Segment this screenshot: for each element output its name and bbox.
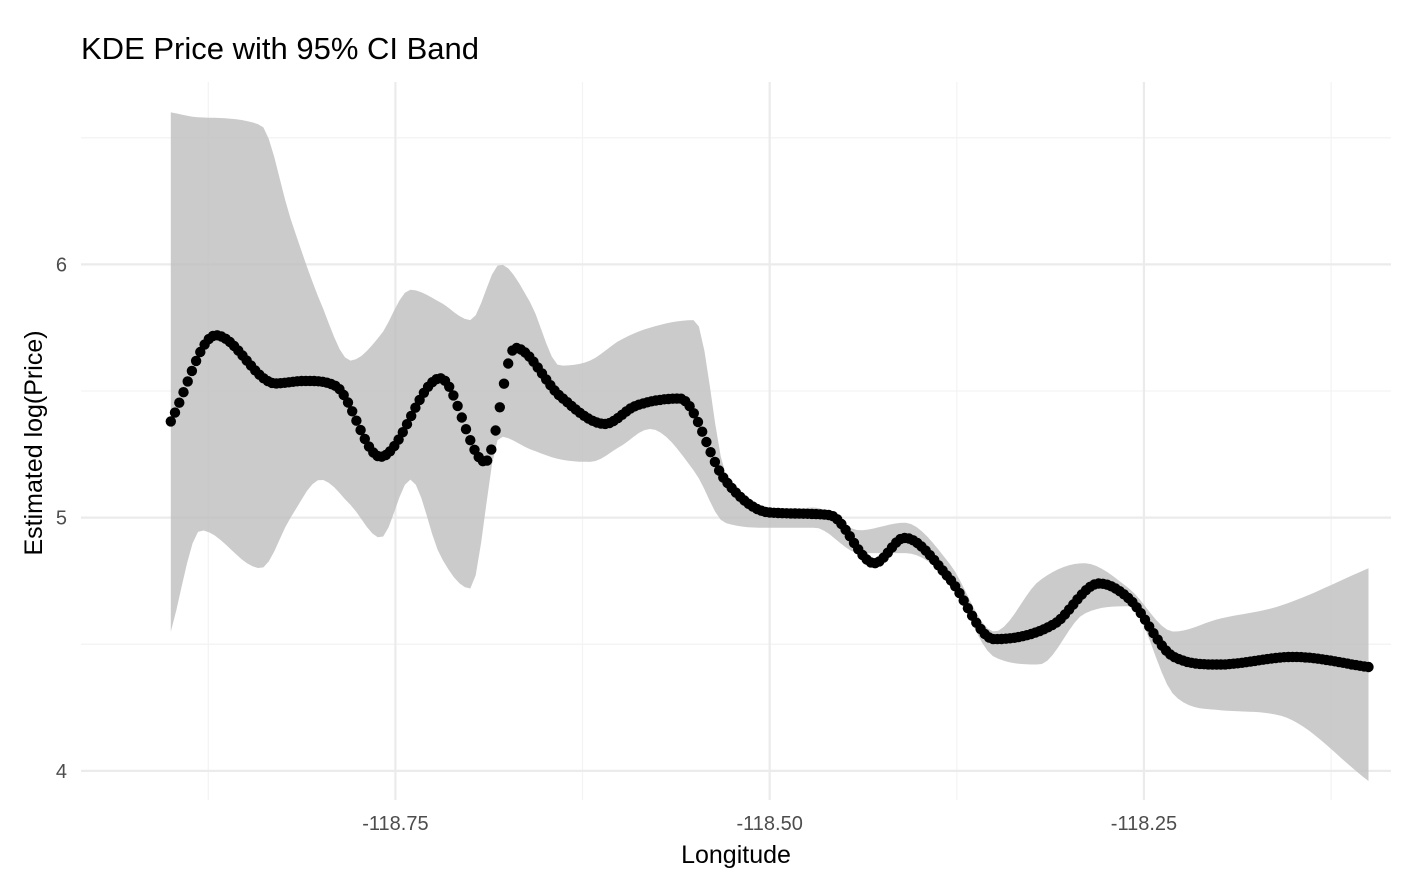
kde-point bbox=[406, 410, 417, 422]
x-tick-label: -118.25 bbox=[1111, 813, 1177, 835]
kde-point bbox=[351, 415, 362, 426]
kde-point bbox=[174, 397, 185, 408]
kde-point bbox=[1363, 661, 1374, 673]
kde-point bbox=[494, 402, 505, 413]
kde-point bbox=[460, 424, 472, 435]
kde-point bbox=[401, 419, 413, 430]
kde-point bbox=[958, 595, 969, 606]
x-axis-tick-labels: -118.75 -118.50 -118.25 bbox=[362, 813, 1177, 835]
kde-point bbox=[452, 400, 463, 412]
kde-point bbox=[481, 455, 493, 466]
kde-point bbox=[178, 387, 189, 398]
kde-point bbox=[448, 390, 459, 401]
y-tick-label: 6 bbox=[56, 254, 67, 276]
kde-point bbox=[490, 425, 501, 436]
x-axis-title: Longitude bbox=[681, 841, 791, 869]
y-axis-title: Estimated log(Price) bbox=[20, 330, 48, 555]
kde-point bbox=[186, 365, 198, 377]
kde-point bbox=[410, 402, 421, 413]
kde-points bbox=[165, 330, 1374, 673]
chart-title: KDE Price with 95% CI Band bbox=[81, 31, 479, 66]
kde-point bbox=[692, 416, 704, 428]
kde-point bbox=[347, 406, 358, 417]
kde-point bbox=[498, 378, 510, 389]
kde-point bbox=[359, 433, 370, 445]
kde-point bbox=[701, 436, 712, 448]
y-tick-label: 5 bbox=[56, 508, 67, 530]
kde-point bbox=[169, 407, 181, 418]
kde-point bbox=[456, 412, 467, 423]
kde-point bbox=[688, 408, 699, 419]
y-axis-tick-labels: 4 5 6 bbox=[56, 254, 67, 783]
kde-point bbox=[503, 358, 514, 369]
kde-point bbox=[709, 456, 721, 468]
kde-point bbox=[182, 376, 193, 387]
kde-point bbox=[486, 444, 497, 455]
kde-point bbox=[342, 397, 354, 408]
kde-point bbox=[444, 381, 455, 392]
x-tick-label: -118.50 bbox=[737, 813, 803, 835]
kde-point bbox=[697, 426, 708, 437]
kde-point bbox=[465, 435, 476, 446]
y-tick-label: 4 bbox=[56, 761, 67, 783]
kde-point bbox=[397, 427, 408, 438]
kde-point bbox=[190, 355, 202, 367]
x-tick-label: -118.75 bbox=[362, 813, 428, 835]
kde-point bbox=[705, 447, 716, 458]
kde-point bbox=[355, 424, 366, 436]
kde-point bbox=[165, 416, 176, 427]
